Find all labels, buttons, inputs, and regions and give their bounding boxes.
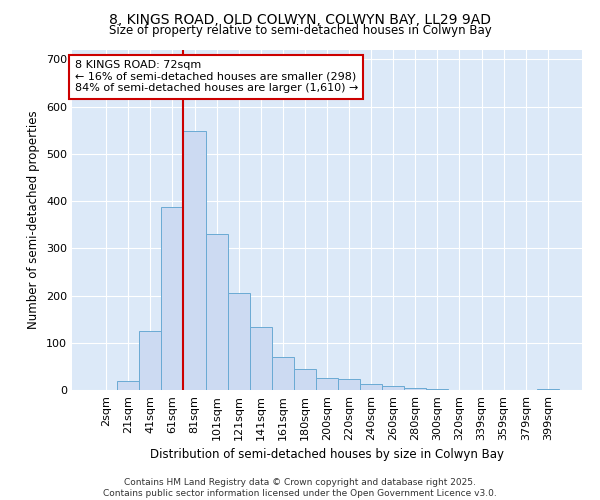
X-axis label: Distribution of semi-detached houses by size in Colwyn Bay: Distribution of semi-detached houses by … — [150, 448, 504, 461]
Bar — [184, 131, 206, 390]
Bar — [404, 388, 427, 390]
Bar — [294, 369, 316, 390]
Bar — [382, 386, 404, 390]
Bar — [227, 293, 250, 390]
Text: Size of property relative to semi-detached houses in Colwyn Bay: Size of property relative to semi-detach… — [109, 24, 491, 37]
Text: 8 KINGS ROAD: 72sqm
← 16% of semi-detached houses are smaller (298)
84% of semi-: 8 KINGS ROAD: 72sqm ← 16% of semi-detach… — [74, 60, 358, 94]
Bar — [316, 378, 338, 390]
Bar — [117, 380, 139, 390]
Bar — [360, 384, 382, 390]
Bar — [161, 207, 184, 390]
Bar — [206, 234, 227, 390]
Text: Contains HM Land Registry data © Crown copyright and database right 2025.
Contai: Contains HM Land Registry data © Crown c… — [103, 478, 497, 498]
Bar — [537, 388, 559, 390]
Y-axis label: Number of semi-detached properties: Number of semi-detached properties — [28, 110, 40, 330]
Bar — [272, 357, 294, 390]
Bar — [250, 327, 272, 390]
Bar — [427, 389, 448, 390]
Bar — [139, 331, 161, 390]
Bar — [338, 379, 360, 390]
Text: 8, KINGS ROAD, OLD COLWYN, COLWYN BAY, LL29 9AD: 8, KINGS ROAD, OLD COLWYN, COLWYN BAY, L… — [109, 12, 491, 26]
